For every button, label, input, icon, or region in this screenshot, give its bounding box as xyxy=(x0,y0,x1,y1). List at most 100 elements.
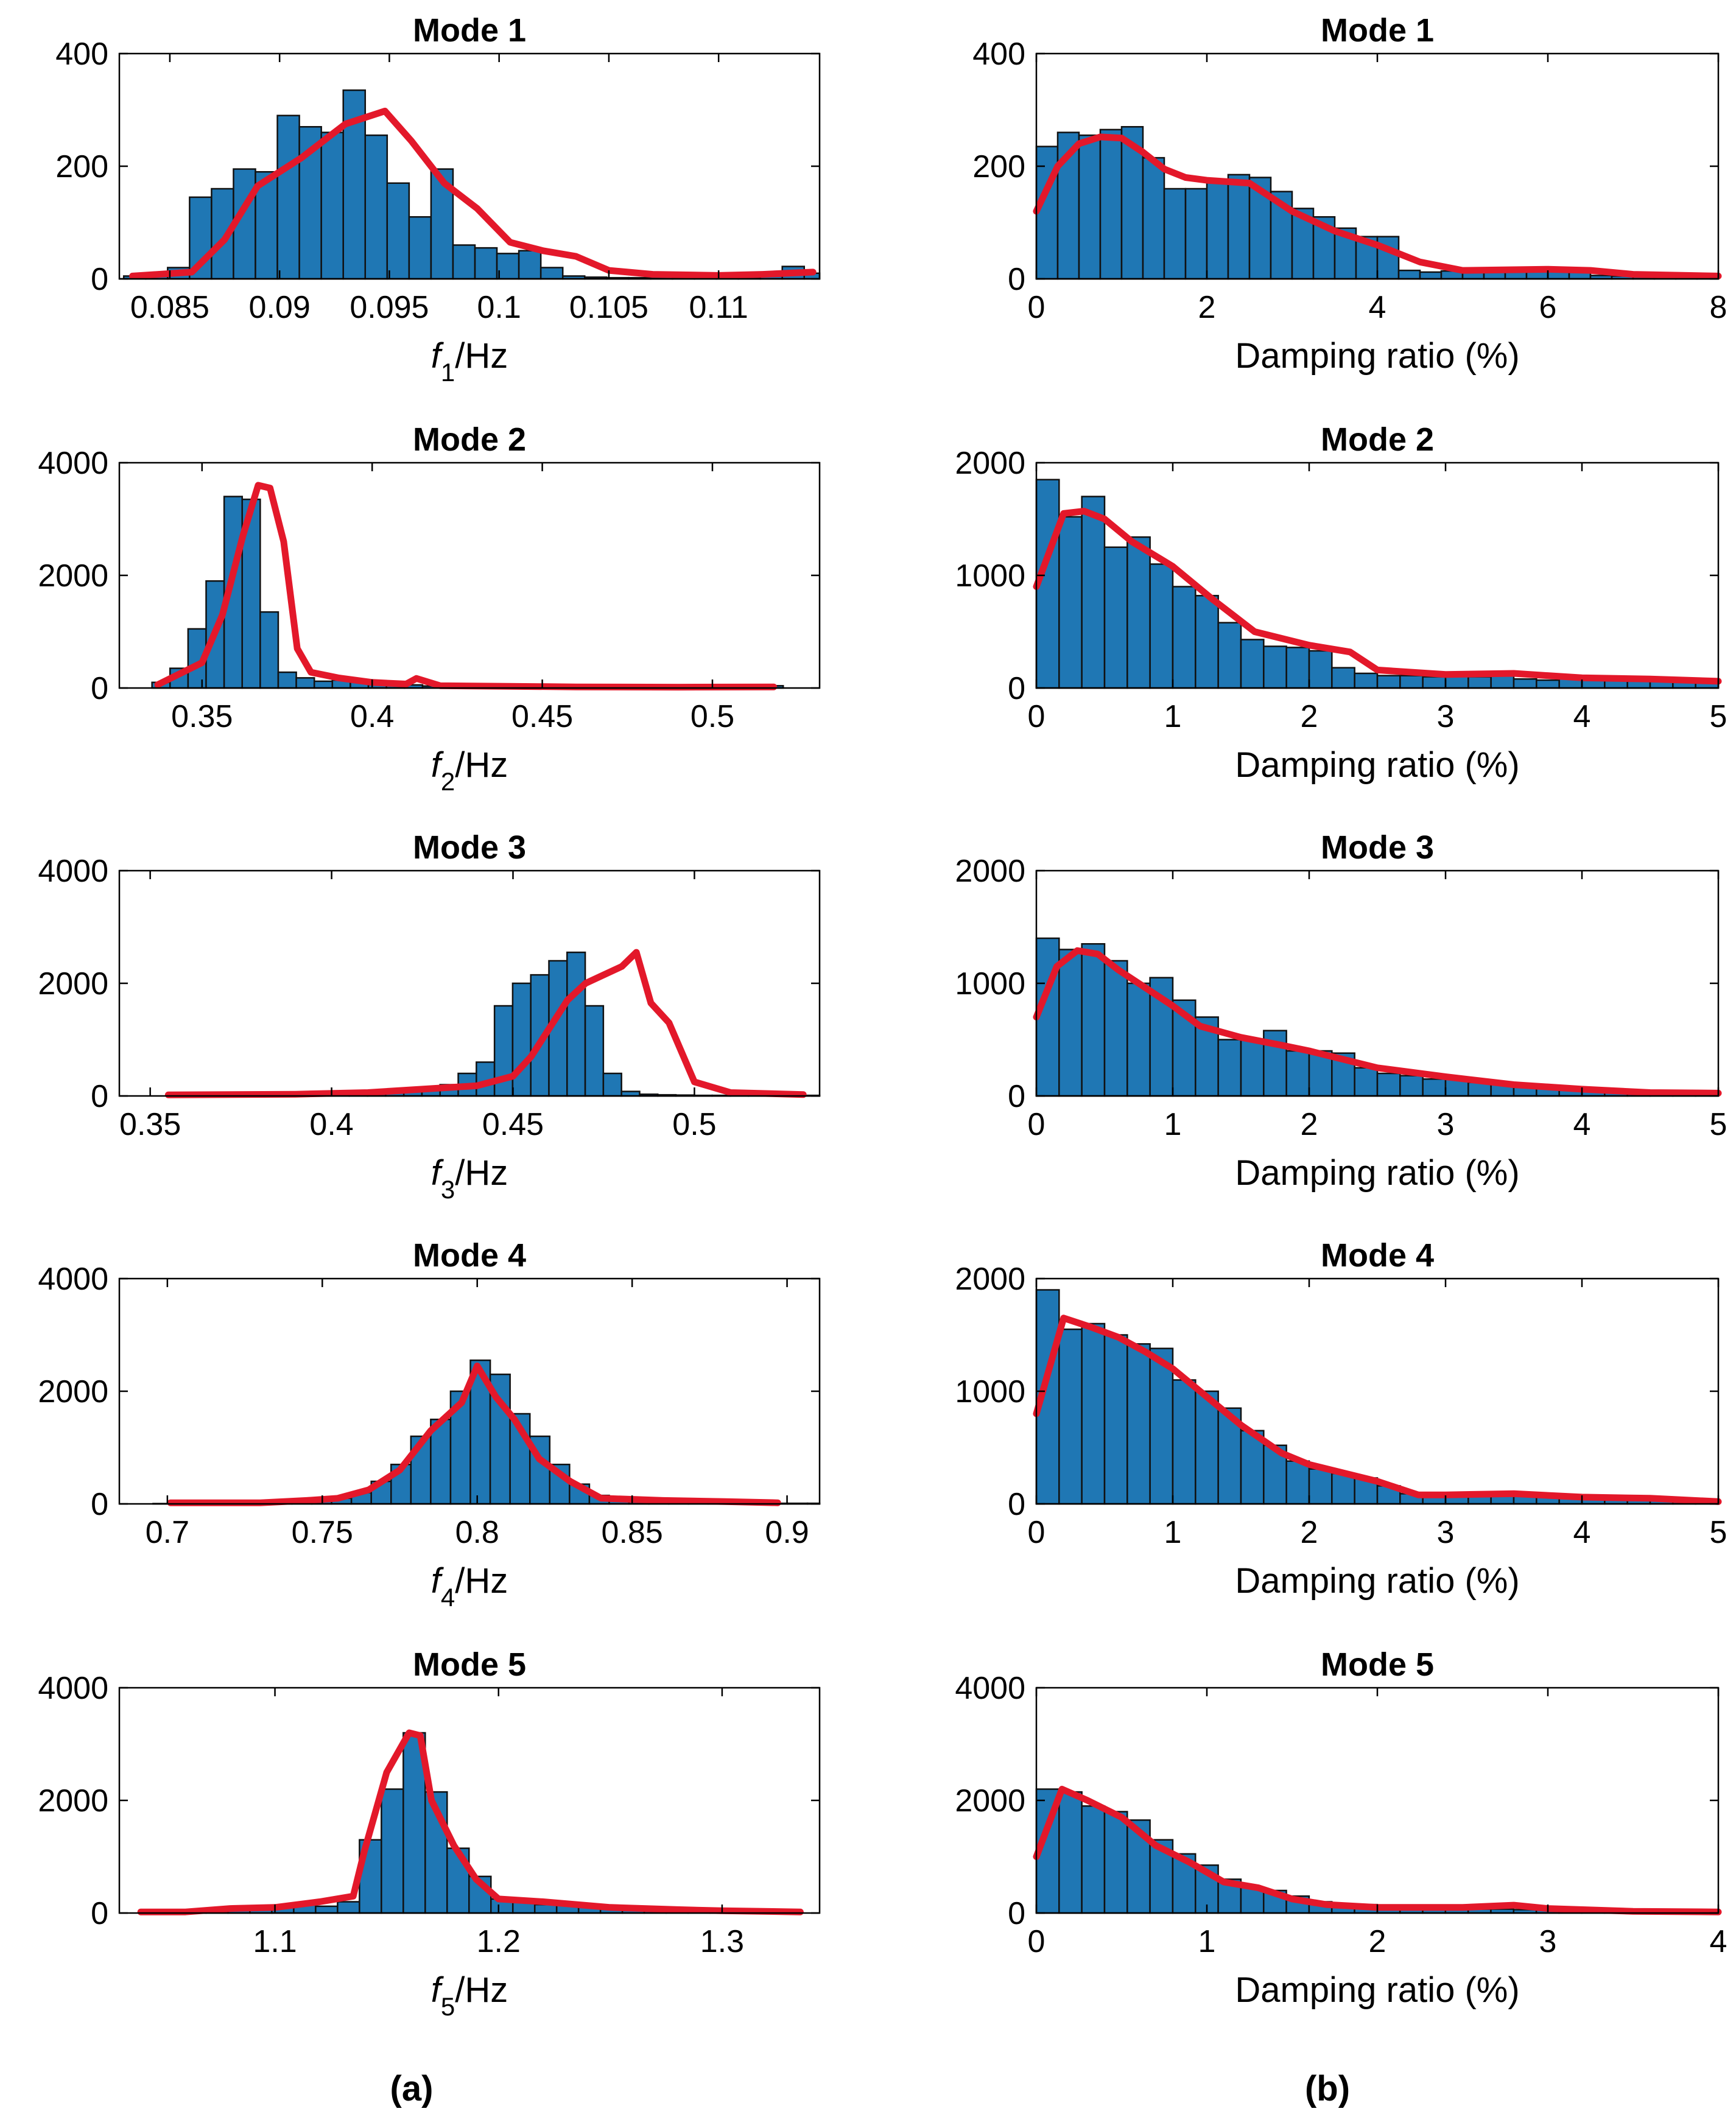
x-tick-label: 2 xyxy=(1301,1515,1318,1550)
chart-a-1: 0.085 0.09 0.095 0.1 0.105 0.11 0 200 400 Mode 1 f… xyxy=(55,12,821,387)
histogram-bar xyxy=(1206,179,1229,280)
histogram-bar xyxy=(364,134,388,280)
x-tick-label: 0.09 xyxy=(249,290,311,325)
y-tick-label: 4000 xyxy=(38,854,108,889)
histogram-bar xyxy=(295,677,315,689)
x-tick-label: 0 xyxy=(1028,290,1045,325)
histogram-bar xyxy=(1354,1067,1379,1097)
chart-title: Mode 4 xyxy=(1321,1237,1434,1274)
chart-title: Mode 4 xyxy=(413,1237,526,1274)
y-tick-label: 0 xyxy=(91,262,108,297)
x-label-subscript: 5 xyxy=(441,1992,455,2021)
histogram-bar xyxy=(1149,1347,1174,1505)
histogram-bar xyxy=(452,244,476,280)
y-tick-label: 2000 xyxy=(955,854,1025,889)
histogram-bar xyxy=(276,114,300,280)
histogram-bars xyxy=(139,1732,799,1914)
x-tick-label: 3 xyxy=(1437,699,1455,734)
x-tick-label: 0.75 xyxy=(292,1515,353,1550)
y-tick-label: 0 xyxy=(91,671,108,706)
x-tick-label: 4 xyxy=(1710,1924,1727,1959)
histogram-bar xyxy=(1354,672,1379,689)
histogram-bar xyxy=(1163,188,1187,280)
x-tick-label: 0.085 xyxy=(130,290,209,325)
x-tick-label: 0 xyxy=(1028,1515,1045,1550)
y-tick-label: 2000 xyxy=(38,966,108,1002)
chart-b-1: 0 2 4 6 8 0 200 400 Mode 1 Damping ratio (%) xyxy=(972,12,1727,376)
x-label-subscript: 4 xyxy=(441,1583,455,1612)
x-tick-label: 2 xyxy=(1301,1107,1318,1142)
x-tick-label: 0.85 xyxy=(602,1515,663,1550)
histogram-bar xyxy=(1142,156,1165,280)
histogram-bar xyxy=(277,671,297,689)
histogram-bar xyxy=(315,1905,339,1914)
plot-area xyxy=(119,871,820,1096)
x-tick-label: 1.2 xyxy=(477,1924,521,1959)
x-axis-label: f1/Hz xyxy=(431,336,508,387)
histogram-bar xyxy=(1195,595,1219,689)
histogram-bar xyxy=(1184,188,1208,280)
histogram-bar xyxy=(1103,960,1128,1097)
x-label-unit: /Hz xyxy=(455,745,508,785)
y-tick-label: 4000 xyxy=(38,1671,108,1706)
x-tick-label: 6 xyxy=(1539,290,1557,325)
chart-a-2: 0.35 0.4 0.45 0.5 0 2000 4000 Mode 2 f2/Hz xyxy=(38,421,821,796)
histogram-bar xyxy=(1081,1322,1106,1505)
fitted-distribution-line xyxy=(1033,1786,1722,1915)
histogram-bar xyxy=(255,171,278,280)
x-axis-label: f5/Hz xyxy=(431,1970,508,2021)
histogram-bar xyxy=(1058,1329,1083,1505)
x-tick-label: 0.4 xyxy=(309,1107,353,1142)
y-tick-label: 4000 xyxy=(38,1262,108,1297)
panel-label-a: (a) xyxy=(390,2069,434,2108)
x-tick-label: 1.1 xyxy=(253,1924,297,1959)
histogram-bar xyxy=(1422,1078,1447,1097)
fitted-distribution-line xyxy=(167,1362,781,1506)
y-tick-label: 2000 xyxy=(38,558,108,594)
x-tick-label: 4 xyxy=(1573,699,1591,734)
histogram-bar xyxy=(1058,949,1083,1097)
histogram-bars xyxy=(151,496,784,689)
fitted-distribution-line xyxy=(1033,133,1722,279)
y-tick-label: 2000 xyxy=(38,1783,108,1819)
histogram-bar xyxy=(1513,678,1537,689)
chart-title: Mode 3 xyxy=(413,829,526,866)
x-tick-label: 5 xyxy=(1710,1107,1727,1142)
y-tick-label: 0 xyxy=(91,1079,108,1114)
y-tick-label: 0 xyxy=(91,1487,108,1522)
histogram-bar xyxy=(1149,563,1174,689)
x-tick-label: 0.35 xyxy=(171,699,233,734)
histogram-bar xyxy=(313,680,334,689)
histogram-bar xyxy=(1103,1811,1128,1914)
y-tick-label: 2000 xyxy=(955,446,1025,481)
fitted-distribution-line xyxy=(1033,508,1722,685)
histogram-bar xyxy=(1126,1343,1151,1505)
histogram-bar xyxy=(1285,647,1310,689)
x-axis-label: Damping ratio (%) xyxy=(1235,1153,1519,1193)
histogram-bar xyxy=(1376,1072,1401,1097)
x-tick-label: 0.095 xyxy=(350,290,429,325)
chart-b-5: 0 1 2 3 4 0 2000 4000 Mode 5 Damping ratio (%) xyxy=(955,1646,1727,2010)
histogram-bar xyxy=(1536,679,1560,689)
x-tick-label: 0.5 xyxy=(691,699,734,734)
y-tick-label: 400 xyxy=(55,37,108,72)
histogram-bar xyxy=(1240,639,1265,689)
x-tick-label: 0.9 xyxy=(765,1515,809,1550)
chart-title: Mode 5 xyxy=(413,1646,526,1683)
y-tick-label: 1000 xyxy=(955,1374,1025,1410)
fitted-distribution-line xyxy=(1033,947,1722,1097)
chart-title: Mode 5 xyxy=(1321,1646,1434,1683)
chart-a-5: 1.1 1.2 1.3 0 2000 4000 Mode 5 f5/Hz xyxy=(38,1646,821,2021)
x-tick-label: 0.45 xyxy=(482,1107,544,1142)
histogram-bar xyxy=(1195,1390,1219,1505)
x-axis-label: f2/Hz xyxy=(431,745,508,796)
x-tick-label: 0.45 xyxy=(511,699,573,734)
x-tick-label: 2 xyxy=(1301,699,1318,734)
x-label-subscript: 3 xyxy=(441,1175,455,1204)
x-tick-label: 3 xyxy=(1539,1924,1557,1959)
x-axis-label: f4/Hz xyxy=(431,1561,508,1612)
fitted-distribution-line xyxy=(164,949,807,1098)
histogram-bar xyxy=(386,182,410,280)
chart-b-4: 0 1 2 3 4 5 0 1000 2000 Mode 4 Damping ratio (%) xyxy=(955,1237,1727,1601)
